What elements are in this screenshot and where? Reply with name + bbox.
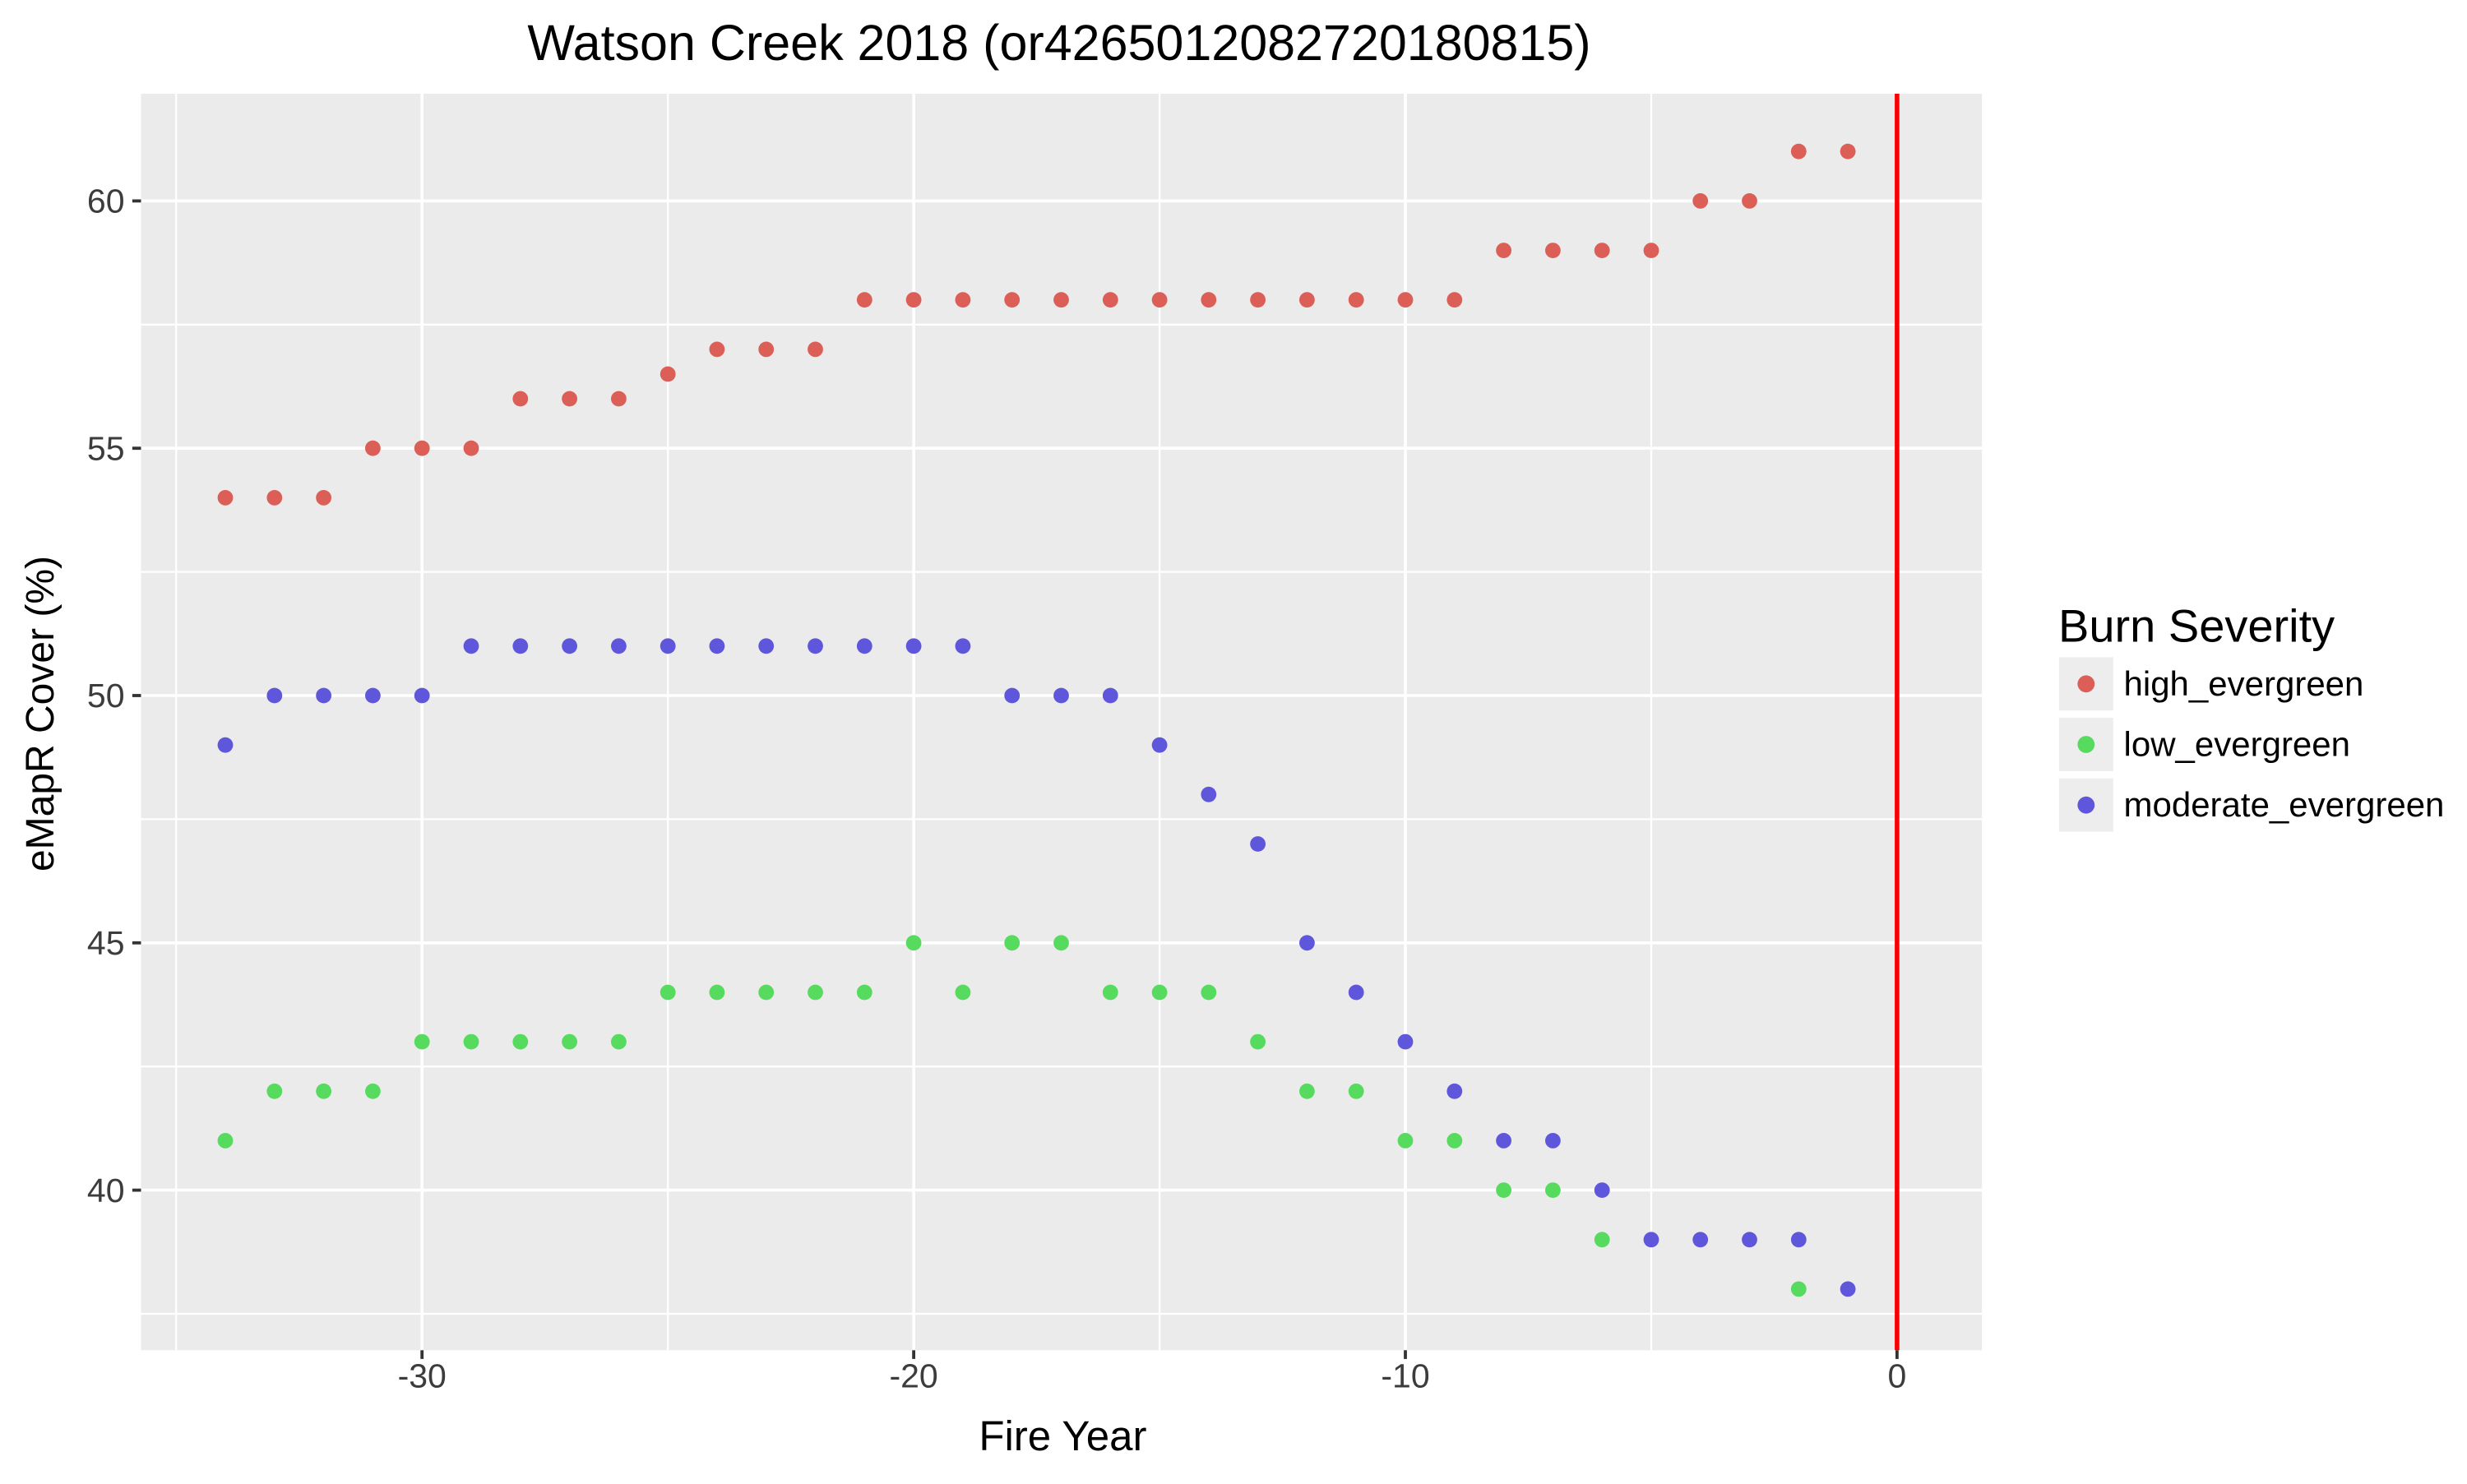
svg-text:50: 50 [87,677,125,714]
svg-text:-20: -20 [889,1357,937,1394]
svg-text:Burn Severity: Burn Severity [2058,600,2335,652]
svg-text:55: 55 [87,429,125,467]
svg-text:45: 45 [87,924,125,962]
svg-text:moderate_evergreen: moderate_evergreen [2124,785,2445,824]
svg-text:high_evergreen: high_evergreen [2124,664,2364,703]
svg-text:Watson Creek 2018 (or426501208: Watson Creek 2018 (or4265012082720180815… [527,15,1590,71]
svg-text:Fire Year: Fire Year [979,1412,1146,1459]
svg-text:60: 60 [87,183,125,220]
svg-text:-30: -30 [398,1357,447,1394]
svg-text:-10: -10 [1381,1357,1429,1394]
svg-text:eMapR Cover (%): eMapR Cover (%) [19,556,62,871]
svg-text:40: 40 [87,1172,125,1209]
svg-text:0: 0 [1887,1357,1906,1394]
svg-text:low_evergreen: low_evergreen [2124,725,2351,764]
